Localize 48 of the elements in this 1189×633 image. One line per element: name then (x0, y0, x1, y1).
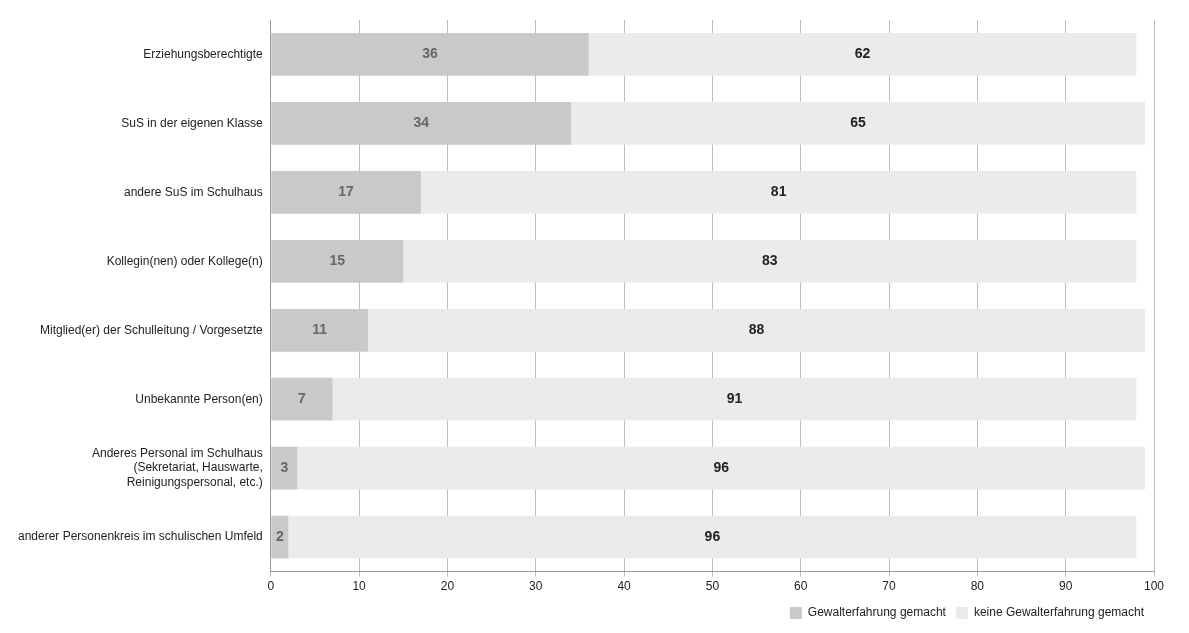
data-label: 91 (726, 390, 743, 407)
data-label: 96 (713, 459, 730, 476)
data-label: 17 (338, 183, 355, 200)
data-label: 81 (770, 183, 787, 200)
x-tick-label: 10 (352, 579, 367, 594)
bar (367, 308, 1146, 352)
data-label: 83 (762, 252, 778, 269)
bar (271, 446, 298, 490)
x-tick-label: 20 (440, 579, 455, 594)
x-tick-label: 100 (1143, 579, 1165, 594)
x-tick-label: 80 (970, 579, 985, 594)
y-tick-label: andere SuS im Schulhaus (124, 184, 263, 199)
legend-label: Gewalterfahrung gemacht (807, 605, 947, 620)
x-tick-label: 70 (882, 579, 897, 594)
y-tick-label: Kollegin(nen) oder Kollege(n) (106, 253, 263, 268)
bar (588, 33, 1137, 76)
bar (571, 102, 1146, 145)
legend-label: keine Gewalterfahrung gemacht (973, 605, 1145, 620)
data-label: 2 (275, 527, 284, 544)
x-tick-label: 40 (617, 579, 632, 594)
data-label: 88 (748, 321, 765, 338)
x-tick-label: 30 (529, 579, 543, 594)
y-tick-label: Erziehungsberechtigte (143, 46, 264, 61)
data-label: 34 (413, 114, 430, 131)
x-tick-label: 90 (1059, 579, 1073, 594)
bar (420, 171, 1137, 214)
x-tick-label: 0 (267, 579, 275, 594)
bar (297, 446, 1146, 490)
data-label: 3 (280, 459, 289, 476)
y-tick-label: Anderes Personal im Schulhaus (Sekretariat, Hauswarte, Reinigungspersonal, etc.) (92, 446, 263, 489)
bar (403, 239, 1137, 283)
data-label: 7 (298, 390, 307, 407)
bar (271, 515, 289, 559)
data-label: 62 (854, 45, 871, 62)
x-tick-label: 50 (705, 579, 720, 594)
data-label: 65 (850, 114, 867, 131)
data-label: 36 (422, 45, 438, 62)
data-label: 96 (704, 527, 721, 544)
bar (332, 377, 1137, 421)
y-tick-label: Mitglied(er) der Schulleitung / Vorgesetzte (39, 322, 264, 337)
data-label: 11 (312, 321, 328, 338)
x-tick-label: 60 (794, 579, 808, 594)
bar (271, 377, 333, 421)
y-tick-label: SuS in der eigenen Klasse (121, 115, 264, 130)
y-tick-label: anderer Personenkreis im schulischen Umfeld (17, 529, 263, 544)
y-tick-label: Unbekannte Person(en) (135, 391, 263, 406)
bar (288, 515, 1137, 559)
data-label: 15 (329, 252, 346, 269)
